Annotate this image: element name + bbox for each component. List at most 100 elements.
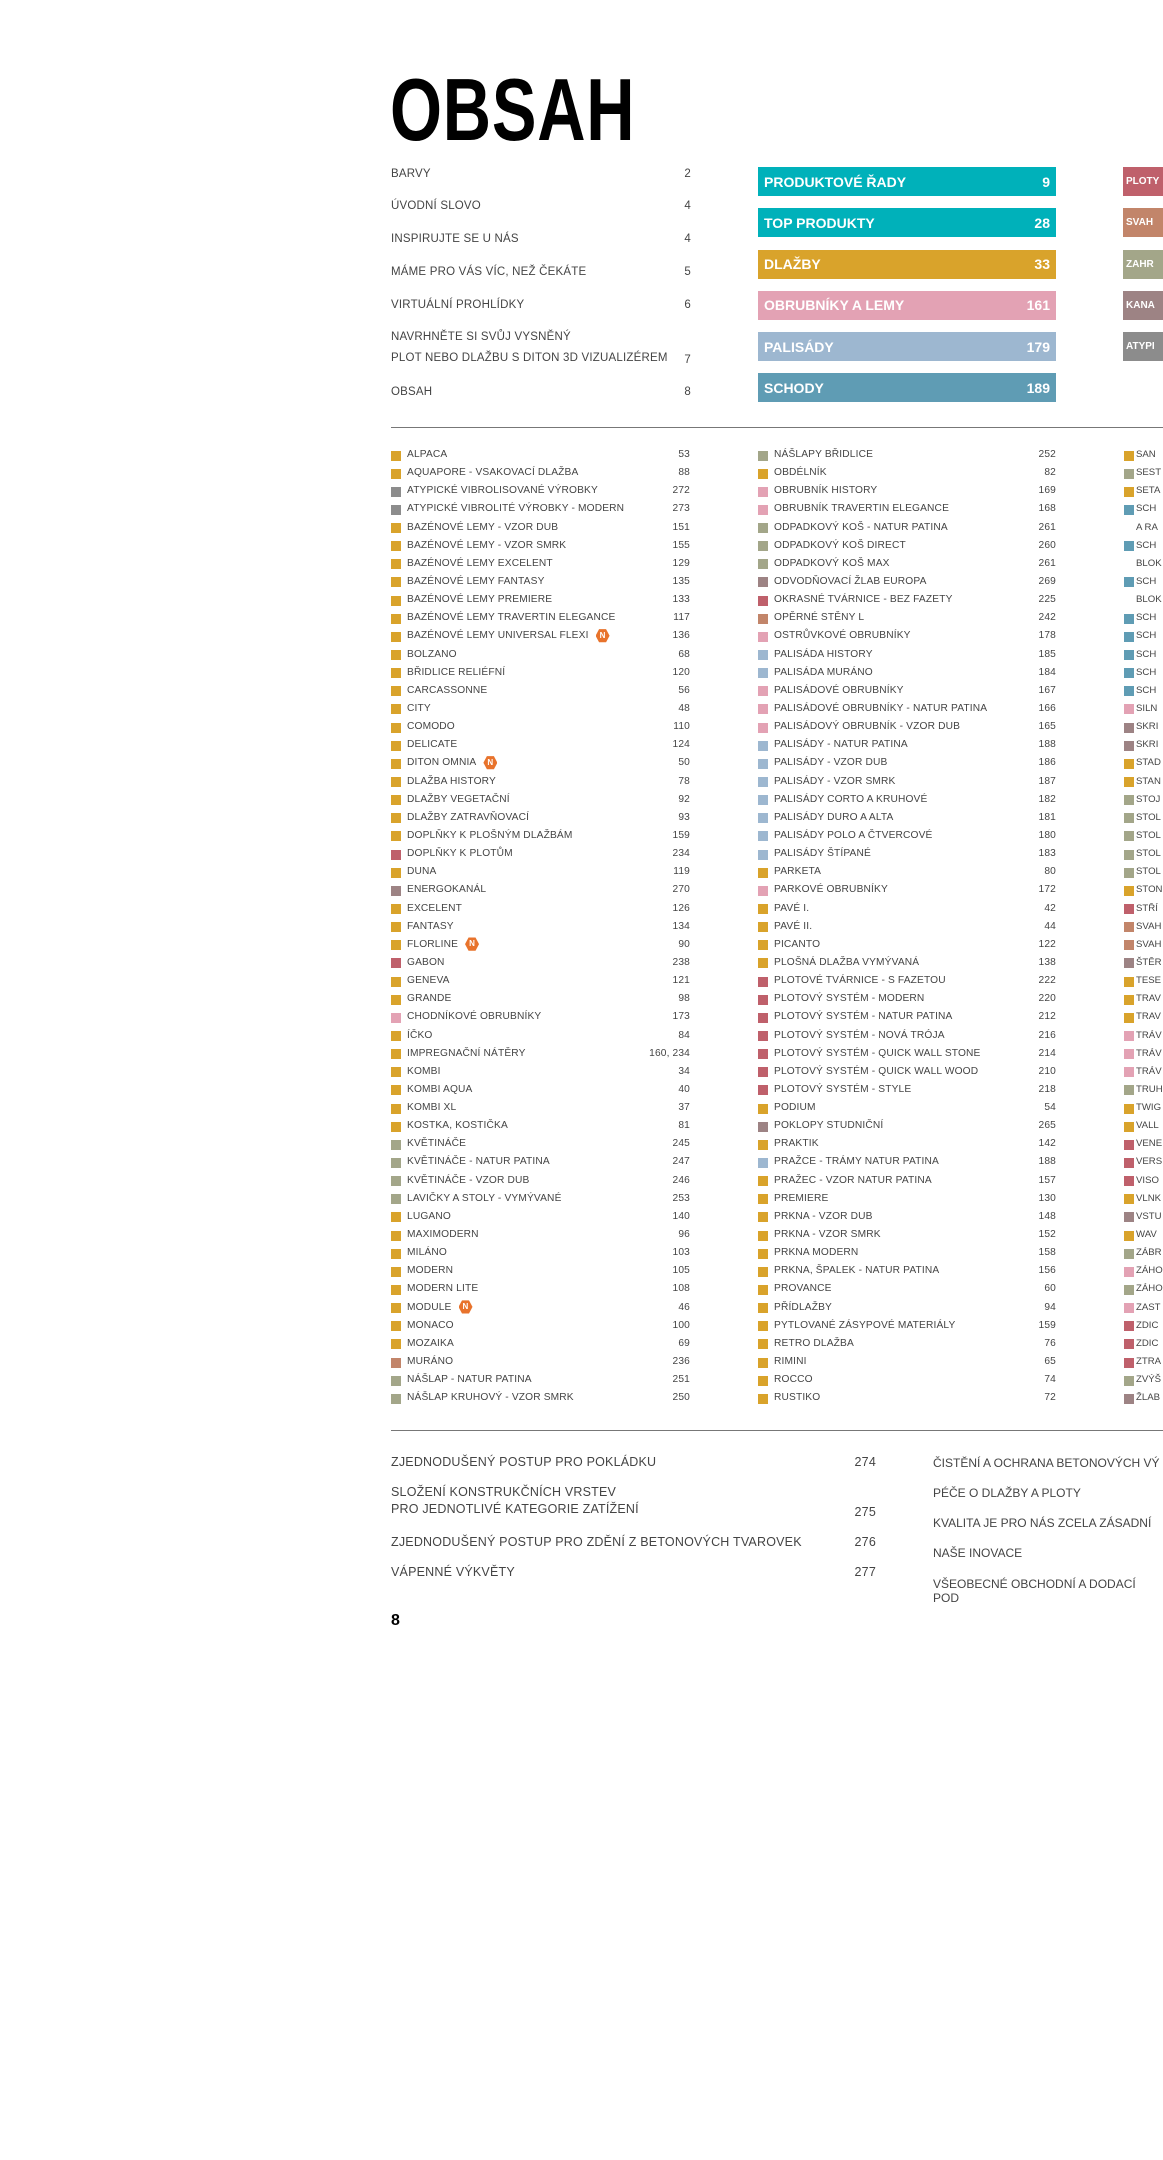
index-item[interactable]: ZDIC xyxy=(1124,1317,1163,1335)
index-item[interactable]: TESE xyxy=(1124,972,1163,990)
index-item[interactable]: BAZÉNOVÉ LEMY UNIVERSAL FLEXI N 136 xyxy=(391,627,690,645)
index-item[interactable]: PRKNA - VZOR SMRK 152 xyxy=(758,1226,1056,1244)
index-item[interactable]: TRÁV xyxy=(1124,1045,1163,1063)
bottom-item-pokladka[interactable]: ZJEDNODUŠENÝ POSTUP PRO POKLÁDKU 274 xyxy=(391,1455,876,1469)
index-item[interactable]: DOPLŇKY K PLOTŮM 234 xyxy=(391,845,690,863)
index-item[interactable]: PARKOVÉ OBRUBNÍKY 172 xyxy=(758,881,1056,899)
index-item[interactable]: SCH xyxy=(1124,682,1163,700)
index-item[interactable]: PARKETA 80 xyxy=(758,863,1056,881)
index-item[interactable]: BAZÉNOVÉ LEMY TRAVERTIN ELEGANCE 117 xyxy=(391,609,690,627)
index-item[interactable]: PALISÁDY - NATUR PATINA 188 xyxy=(758,736,1056,754)
category-bar[interactable]: PLOTY xyxy=(1123,167,1163,196)
index-item[interactable]: NÁŠLAP - NATUR PATINA 251 xyxy=(391,1371,690,1389)
index-item[interactable]: GRANDE 98 xyxy=(391,990,690,1008)
index-item[interactable]: CITY 48 xyxy=(391,700,690,718)
index-item[interactable]: ATYPICKÉ VIBROLITÉ VÝROBKY - MODERN 273 xyxy=(391,500,690,518)
index-item[interactable]: BAZÉNOVÉ LEMY PREMIERE 133 xyxy=(391,591,690,609)
index-item[interactable]: VALL xyxy=(1124,1117,1163,1135)
index-item[interactable]: FLORLINE N 90 xyxy=(391,936,690,954)
index-item[interactable]: SCH xyxy=(1124,609,1163,627)
index-item[interactable]: MODERN 105 xyxy=(391,1262,690,1280)
index-item[interactable]: RIMINI 65 xyxy=(758,1353,1056,1371)
index-item[interactable]: ŠTĚR xyxy=(1124,954,1163,972)
index-item[interactable]: ENERGOKANÁL 270 xyxy=(391,881,690,899)
index-item[interactable]: TRÁV xyxy=(1124,1027,1163,1045)
toc-item-inspirujte[interactable]: INSPIRUJTE SE U NÁS 4 xyxy=(391,233,691,266)
index-item[interactable]: RETRO DLAŽBA 76 xyxy=(758,1335,1056,1353)
bottom-item-zdeni[interactable]: ZJEDNODUŠENÝ POSTUP PRO ZDĚNÍ Z BETONOVÝ… xyxy=(391,1535,876,1549)
index-item[interactable]: SCH xyxy=(1124,500,1163,518)
index-item[interactable]: ZÁHO xyxy=(1124,1262,1163,1280)
bottom-item-cisteni[interactable]: ČISTĚNÍ A OCHRANA BETONOVÝCH VÝ xyxy=(933,1456,1161,1470)
category-bar[interactable]: SCHODY 189 xyxy=(758,373,1056,403)
index-item[interactable]: SCH xyxy=(1124,537,1163,555)
index-item[interactable]: DUNA 119 xyxy=(391,863,690,881)
index-item[interactable]: GENEVA 121 xyxy=(391,972,690,990)
toc-item-uvodni-slovo[interactable]: ÚVODNÍ SLOVO 4 xyxy=(391,200,691,233)
index-item[interactable]: VERS xyxy=(1124,1153,1163,1171)
index-item[interactable]: BAZÉNOVÉ LEMY EXCELENT 129 xyxy=(391,555,690,573)
index-item[interactable]: CARCASSONNE 56 xyxy=(391,682,690,700)
index-item[interactable]: DLAŽBY ZATRAVŇOVACÍ 93 xyxy=(391,809,690,827)
index-item[interactable]: ZDIC xyxy=(1124,1335,1163,1353)
index-item[interactable]: SCH xyxy=(1124,627,1163,645)
index-item[interactable]: ROCCO 74 xyxy=(758,1371,1056,1389)
index-item[interactable]: KVĚTINÁČE - NATUR PATINA 247 xyxy=(391,1153,690,1171)
index-item[interactable]: PRKNA - VZOR DUB 148 xyxy=(758,1208,1056,1226)
index-item[interactable]: BŘIDLICE RELIÉFNÍ 120 xyxy=(391,664,690,682)
index-item[interactable]: PYTLOVANÉ ZÁSYPOVÉ MATERIÁLY 159 xyxy=(758,1317,1056,1335)
index-item[interactable]: TRAV xyxy=(1124,990,1163,1008)
index-item[interactable]: PALISÁDY DURO A ALTA 181 xyxy=(758,809,1056,827)
index-item[interactable]: VENE xyxy=(1124,1135,1163,1153)
index-item[interactable]: OSTRŮVKOVÉ OBRUBNÍKY 178 xyxy=(758,627,1056,645)
index-item[interactable]: VLNK xyxy=(1124,1190,1163,1208)
index-item[interactable]: DELICATE 124 xyxy=(391,736,690,754)
index-item[interactable]: PALISÁDY ŠTÍPANÉ 183 xyxy=(758,845,1056,863)
toc-item-vizualizer[interactable]: NAVRHNĚTE SI SVŮJ VYSNĚNÝ PLOT NEBO DLAŽB… xyxy=(391,331,691,386)
index-item[interactable]: BAZÉNOVÉ LEMY - VZOR SMRK 155 xyxy=(391,537,690,555)
index-item[interactable]: SEST xyxy=(1124,464,1163,482)
index-item[interactable]: PRKNA, ŠPALEK - NATUR PATINA 156 xyxy=(758,1262,1056,1280)
index-item[interactable]: PLOTOVÝ SYSTÉM - MODERN 220 xyxy=(758,990,1056,1008)
index-item[interactable]: PICANTO 122 xyxy=(758,936,1056,954)
index-item[interactable]: KVĚTINÁČE 245 xyxy=(391,1135,690,1153)
category-bar[interactable]: PALISÁDY 179 xyxy=(758,332,1056,362)
toc-item-virtualni-prohlidky[interactable]: VIRTUÁLNÍ PROHLÍDKY 6 xyxy=(391,299,691,331)
index-item[interactable]: KOMBI 34 xyxy=(391,1063,690,1081)
index-item[interactable]: BAZÉNOVÉ LEMY FANTASY 135 xyxy=(391,573,690,591)
index-item[interactable]: CHODNÍKOVÉ OBRUBNÍKY 173 xyxy=(391,1008,690,1026)
index-item[interactable]: PRAŽCE - TRÁMY NATUR PATINA 188 xyxy=(758,1153,1056,1171)
index-item[interactable]: STAD xyxy=(1124,754,1163,772)
index-item[interactable]: PALISÁDA HISTORY 185 xyxy=(758,646,1056,664)
category-bar[interactable]: TOP PRODUKTY 28 xyxy=(758,208,1056,238)
index-item[interactable]: ZÁHO xyxy=(1124,1280,1163,1298)
index-item[interactable]: LUGANO 140 xyxy=(391,1208,690,1226)
category-bar[interactable]: DLAŽBY 33 xyxy=(758,249,1056,279)
index-item[interactable]: PREMIERE 130 xyxy=(758,1190,1056,1208)
index-item[interactable]: MONACO 100 xyxy=(391,1317,690,1335)
index-item[interactable]: OKRASNÉ TVÁRNICE - BEZ FAZETY 225 xyxy=(758,591,1056,609)
index-item[interactable]: COMODO 110 xyxy=(391,718,690,736)
index-item[interactable]: SCH xyxy=(1124,573,1163,591)
index-item[interactable]: PALISÁDY - VZOR SMRK 187 xyxy=(758,773,1056,791)
index-item[interactable]: PLOTOVÉ TVÁRNICE - S FAZETOU 222 xyxy=(758,972,1056,990)
index-item[interactable]: GABON 238 xyxy=(391,954,690,972)
index-item[interactable]: ODPADKOVÝ KOŠ - NATUR PATINA 261 xyxy=(758,519,1056,537)
index-item[interactable]: STOL xyxy=(1124,863,1163,881)
index-item[interactable]: SETA xyxy=(1124,482,1163,500)
index-item[interactable]: PRAŽEC - VZOR NATUR PATINA 157 xyxy=(758,1172,1056,1190)
index-item[interactable]: MOZAIKA 69 xyxy=(391,1335,690,1353)
index-item[interactable]: PLOTOVÝ SYSTÉM - STYLE 218 xyxy=(758,1081,1056,1099)
index-item[interactable]: MAXIMODERN 96 xyxy=(391,1226,690,1244)
index-item[interactable]: TRUH xyxy=(1124,1081,1163,1099)
index-item[interactable]: TRAV xyxy=(1124,1008,1163,1026)
category-bar[interactable]: SVAH xyxy=(1123,208,1163,238)
index-item[interactable]: WAV xyxy=(1124,1226,1163,1244)
index-item[interactable]: SKRI xyxy=(1124,718,1163,736)
index-item[interactable]: KOSTKA, KOSTIČKA 81 xyxy=(391,1117,690,1135)
index-item[interactable]: TRÁV xyxy=(1124,1063,1163,1081)
index-item[interactable]: ÍČKO 84 xyxy=(391,1027,690,1045)
index-item[interactable]: PLOŠNÁ DLAŽBA VYMÝVANÁ 138 xyxy=(758,954,1056,972)
index-item[interactable]: ALPACA 53 xyxy=(391,446,690,464)
index-item[interactable]: AQUAPORE - VSAKOVACÍ DLAŽBA 88 xyxy=(391,464,690,482)
